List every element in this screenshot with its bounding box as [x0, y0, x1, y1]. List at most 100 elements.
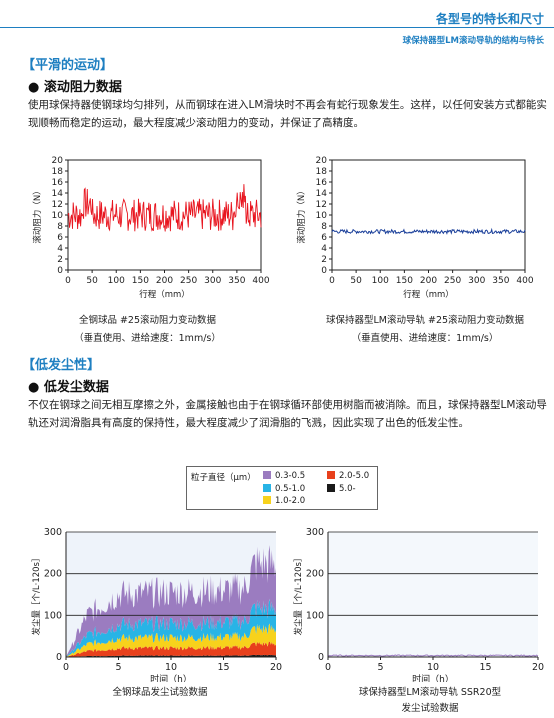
x-tick-label: 250	[444, 276, 461, 286]
x-tick-label: 0	[65, 276, 71, 286]
y-tick-label: 300	[306, 527, 324, 538]
caption-chart3: 全钢球品发尘试验数据	[112, 687, 208, 698]
x-axis-label: 行程（mm）	[139, 289, 190, 300]
caption-chart2-line2: （垂直使用、进给速度：1mm/s）	[351, 333, 499, 344]
plot-background	[328, 532, 538, 657]
x-tick-label: 250	[180, 276, 197, 286]
data-series-line	[331, 227, 526, 235]
x-tick-label: 5	[115, 662, 121, 673]
y-tick-label: 100	[44, 610, 62, 621]
x-axis-label: 时间（h）	[150, 673, 192, 682]
y-tick-label: 20	[52, 156, 64, 166]
y-tick-label: 12	[316, 200, 327, 210]
x-tick-label: 400	[516, 276, 533, 286]
x-tick-label: 100	[372, 276, 389, 286]
y-tick-label: 6	[57, 233, 63, 243]
legend-item: 0.3-0.5	[263, 471, 305, 481]
y-tick-label: 0	[321, 266, 327, 276]
y-axis-label: 滚动阻力（N）	[296, 186, 307, 243]
x-tick-label: 0	[63, 662, 69, 673]
stacked-area-band	[66, 654, 276, 657]
x-tick-label: 350	[228, 276, 245, 286]
legend-item: 0.5-1.0	[263, 484, 305, 494]
y-tick-label: 0	[318, 652, 324, 663]
x-axis-label: 时间（h）	[412, 673, 454, 682]
caption-chart4-line2: 发尘试验数据	[401, 703, 459, 714]
subsection-rolling-resistance: ● 滚动阻力数据	[28, 80, 122, 95]
y-tick-label: 8	[321, 222, 327, 232]
y-tick-label: 100	[306, 610, 324, 621]
x-tick-label: 20	[532, 662, 544, 673]
legend-swatch	[263, 496, 271, 504]
paragraph-smooth-motion: 使用球保持器使钢球均匀排列，从而钢球在进入LM滑块时不再会有蛇行现象发生。这样，…	[28, 99, 547, 129]
chart-dust-steel: 0 100 200 300 0 5 10 15 20 时间（h） 发尘量［个/L·120s］	[31, 527, 282, 682]
paragraph-low-dust: 不仅在钢球之间无相互摩擦之外，金属接触也由于在钢球循环部使用树脂而被消除。而且，…	[28, 399, 547, 429]
caption-chart2-line1: 球保持器型LM滚动导轨 #25滚动阻力变动数据	[325, 315, 525, 326]
y-tick-label: 4	[57, 244, 63, 254]
y-tick-label: 2	[321, 255, 327, 265]
stacked-area-band	[66, 598, 276, 657]
x-tick-label: 20	[270, 662, 282, 673]
legend-item: 2.0-5.0	[327, 471, 369, 481]
x-tick-label: 100	[108, 276, 125, 286]
x-tick-label: 200	[420, 276, 437, 286]
legend-item: 1.0-2.0	[263, 496, 305, 506]
y-axis-label: 滚动阻力（N）	[32, 186, 43, 243]
x-tick-label: 50	[350, 276, 362, 286]
y-tick-label: 200	[306, 569, 324, 580]
y-tick-label: 4	[321, 244, 327, 254]
y-tick-label: 300	[44, 527, 62, 538]
particle-size-legend: 粒子直径（μm） 0.3-0.5 2.0-5.0 0.5-1.0 5.0- 1.…	[186, 466, 378, 510]
y-tick-label: 18	[52, 167, 64, 177]
x-tick-label: 50	[86, 276, 98, 286]
y-tick-label: 8	[57, 222, 63, 232]
legend-swatch	[327, 484, 335, 492]
x-tick-label: 15	[479, 662, 491, 673]
stacked-area-band	[66, 641, 276, 657]
x-tick-label: 5	[377, 662, 383, 673]
stacked-area-band	[66, 623, 276, 657]
data-series-line	[67, 184, 262, 232]
x-tick-label: 10	[165, 662, 177, 673]
x-tick-label: 0	[329, 276, 335, 286]
y-tick-label: 10	[316, 211, 328, 221]
y-tick-label: 14	[316, 189, 328, 199]
x-axis-label: 行程（mm）	[403, 289, 454, 300]
legend-swatch	[263, 471, 271, 479]
x-tick-label: 350	[492, 276, 509, 286]
plot-frame	[331, 159, 526, 271]
y-tick-label: 6	[321, 233, 327, 243]
y-tick-label: 16	[52, 178, 64, 188]
y-tick-label: 0	[56, 652, 62, 663]
legend-item: 5.0-	[327, 484, 356, 494]
legend-swatch	[327, 471, 335, 479]
caption-chart1-line1: 全钢球品 #25滚动阻力变动数据	[78, 315, 217, 326]
section-heading-smooth: 【平滑的运动】	[22, 58, 114, 73]
y-axis-label: 发尘量［个/L·120s］	[31, 554, 42, 636]
x-tick-label: 0	[325, 662, 331, 673]
page-title: 各型号的特长和尺寸	[435, 12, 544, 26]
y-tick-label: 16	[316, 178, 328, 188]
page-subtitle: 球保持器型LM滚动导轨的结构与特长	[402, 36, 544, 46]
x-tick-label: 200	[156, 276, 173, 286]
x-tick-label: 300	[468, 276, 485, 286]
y-tick-label: 12	[52, 200, 63, 210]
stacked-area-band	[327, 654, 539, 657]
stacked-area-band	[66, 545, 276, 657]
legend-title: 粒子直径（μm）	[191, 473, 256, 483]
x-tick-label: 15	[217, 662, 229, 673]
legend-swatch	[263, 484, 271, 492]
y-tick-label: 200	[44, 569, 62, 580]
y-axis-label: 发尘量［个/L·120s］	[293, 554, 304, 636]
y-tick-label: 18	[316, 167, 328, 177]
section-heading-low-dust: 【低发尘性】	[22, 358, 101, 373]
y-tick-label: 14	[52, 189, 64, 199]
x-tick-label: 400	[252, 276, 269, 286]
x-tick-label: 10	[427, 662, 439, 673]
caption-chart1-line2: （垂直使用、进给速度：1mm/s）	[74, 333, 221, 344]
x-tick-label: 150	[396, 276, 413, 286]
x-tick-label: 300	[204, 276, 221, 286]
y-tick-label: 10	[52, 211, 64, 221]
